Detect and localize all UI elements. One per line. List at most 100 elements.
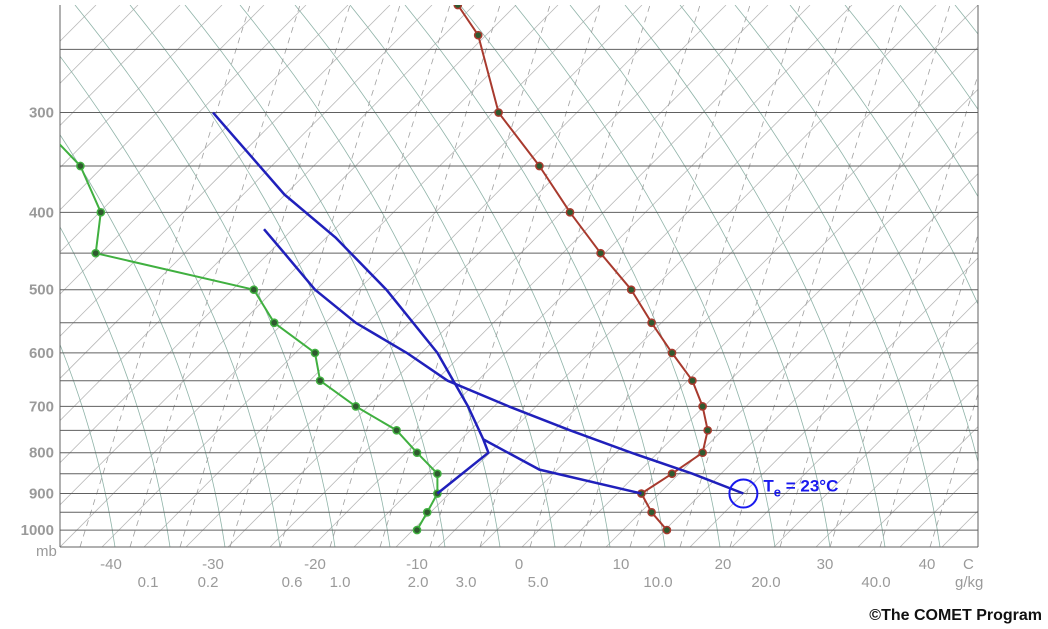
te-annotation-label: Te = 23°C bbox=[763, 477, 838, 500]
x-tick-label: -20 bbox=[304, 556, 326, 573]
series-line bbox=[482, 438, 642, 495]
isotherm-line bbox=[143, 5, 685, 547]
x-tick-labels: -40 -30 -20 -10 0 10 20 30 40 bbox=[100, 556, 935, 573]
isotherm-line bbox=[984, 5, 1048, 547]
y-tick-label: 600 bbox=[29, 345, 54, 362]
te-marker-circle bbox=[728, 478, 759, 509]
mixing-ratio-line bbox=[79, 5, 251, 547]
data-point bbox=[535, 161, 544, 171]
data-point bbox=[249, 285, 259, 295]
adiabat-line bbox=[60, 343, 116, 547]
isotherm-line bbox=[899, 468, 978, 547]
y-tick-label: 700 bbox=[29, 398, 54, 415]
data-point bbox=[76, 161, 85, 171]
data-point bbox=[473, 30, 483, 40]
data-point bbox=[662, 525, 672, 535]
isotherm-line bbox=[60, 5, 433, 379]
isotherm-line bbox=[60, 5, 391, 337]
isotherm-line bbox=[60, 5, 265, 211]
adiabat-line bbox=[60, 134, 226, 547]
mixing-ratio-line bbox=[579, 5, 751, 547]
isotherm-line bbox=[60, 5, 349, 295]
mixing-ratio-line bbox=[779, 5, 951, 547]
isotherm-line bbox=[479, 46, 978, 547]
adiabat-line bbox=[624, 5, 886, 547]
adiabat-line bbox=[60, 226, 171, 547]
data-point bbox=[626, 285, 636, 295]
data-point bbox=[5, 32, 12, 39]
data-point bbox=[688, 376, 697, 386]
y-tick-label: 400 bbox=[29, 204, 54, 221]
mixing-ratio-line bbox=[980, 5, 1048, 547]
isotherm-line bbox=[227, 5, 769, 547]
mixing-ratio-line bbox=[179, 5, 351, 547]
isotherm-line bbox=[1026, 5, 1048, 547]
adiabat-line bbox=[514, 5, 776, 547]
data-point bbox=[565, 207, 575, 217]
mixing-ratio-line bbox=[129, 5, 301, 547]
adiabat-line bbox=[844, 5, 978, 198]
mixing-ratio-tick-label: 20.0 bbox=[751, 574, 780, 591]
data-point bbox=[667, 469, 677, 479]
x-tick-label: 40 bbox=[919, 556, 936, 573]
adiabat-line bbox=[184, 5, 446, 547]
data-point bbox=[412, 448, 422, 458]
x-tick-label: 0 bbox=[515, 556, 523, 573]
y-unit-label: mb bbox=[36, 543, 57, 560]
x-tick-label: -40 bbox=[100, 556, 122, 573]
mixing-ratio-tick-label: 5.0 bbox=[528, 574, 549, 591]
mixing-ratio-line bbox=[379, 5, 551, 547]
isotherm-line bbox=[521, 88, 978, 547]
x-tick-label: 30 bbox=[817, 556, 834, 573]
isotherm-line bbox=[815, 383, 978, 547]
isobar-lines bbox=[59, 5, 979, 548]
mixing-ratio-tick-label: 40.0 bbox=[861, 574, 890, 591]
adiabat-line bbox=[734, 5, 978, 464]
isotherm-line bbox=[60, 5, 223, 169]
mixing-ratio-tick-label: 3.0 bbox=[456, 574, 477, 591]
isotherm-line bbox=[60, 5, 601, 547]
isotherm-line bbox=[60, 5, 181, 127]
isotherm-line bbox=[60, 5, 559, 506]
data-point bbox=[433, 469, 442, 479]
mixing-ratio-line bbox=[479, 5, 651, 547]
adiabat-line bbox=[74, 5, 336, 547]
data-point bbox=[315, 376, 325, 386]
data-point bbox=[96, 207, 106, 217]
series-layer bbox=[5, 5, 744, 535]
y-tick-label: 300 bbox=[29, 105, 54, 122]
data-point bbox=[351, 402, 361, 411]
data-point bbox=[667, 348, 677, 358]
isotherm-line bbox=[353, 5, 895, 547]
isotherm-line bbox=[269, 5, 811, 547]
mixing-ratio-labels: 0.1 0.2 0.6 1.0 2.0 3.0 5.0 10.0 20.0 40.0 bbox=[138, 574, 891, 591]
data-point bbox=[422, 507, 432, 517]
mixing-ratio-line bbox=[279, 5, 451, 547]
isotherm-line bbox=[773, 341, 978, 547]
adiabat-line bbox=[294, 5, 556, 547]
isotherm-line bbox=[857, 425, 978, 547]
x-unit-label: C bbox=[963, 556, 974, 573]
adiabat-line bbox=[349, 5, 611, 547]
data-point bbox=[392, 425, 401, 435]
y-tick-labels: 300 400 500 600 700 800 900 1000 bbox=[21, 105, 54, 540]
x-tick-label: -30 bbox=[202, 556, 224, 573]
adiabat-line bbox=[1010, 5, 1048, 547]
data-point bbox=[269, 318, 279, 328]
isotherm-line bbox=[395, 5, 937, 547]
mixing-ratio-line bbox=[629, 5, 801, 547]
series-line bbox=[60, 143, 439, 531]
mixing-ratio-tick-label: 10.0 bbox=[643, 574, 672, 591]
adiabat-line bbox=[569, 5, 831, 547]
adiabat-line bbox=[60, 55, 281, 547]
mixing-ratio-line bbox=[329, 5, 501, 547]
isotherm-line bbox=[731, 299, 978, 547]
adiabat-line bbox=[899, 5, 978, 111]
mixing-ratio-line bbox=[729, 5, 901, 547]
y-tick-label: 900 bbox=[29, 486, 54, 503]
data-point bbox=[703, 425, 713, 435]
adiabat-line bbox=[459, 5, 721, 547]
annotation-layer: Te = 23°C bbox=[728, 477, 838, 509]
x-tick-label: 10 bbox=[613, 556, 630, 573]
